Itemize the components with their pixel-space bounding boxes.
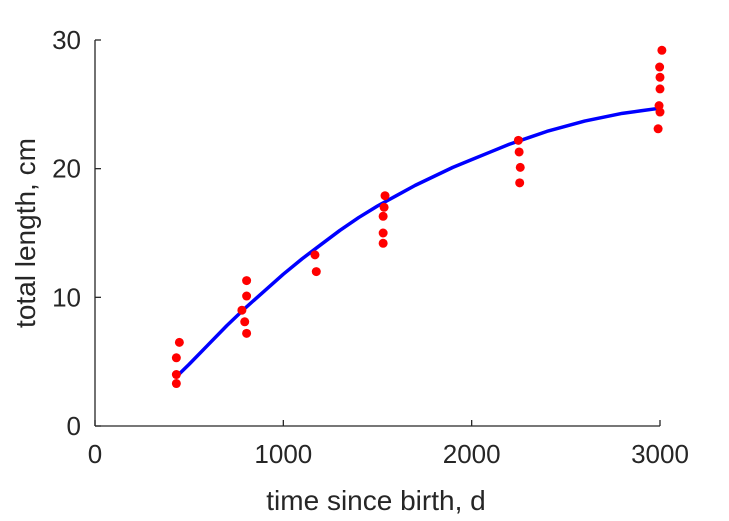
x-tick-label: 1000 bbox=[254, 439, 312, 469]
data-point bbox=[311, 267, 321, 277]
data-point bbox=[514, 147, 524, 157]
data-point bbox=[378, 238, 388, 248]
data-point bbox=[379, 202, 389, 212]
data-point bbox=[242, 291, 252, 301]
y-tick-label: 20 bbox=[52, 154, 81, 184]
data-point bbox=[655, 72, 665, 82]
data-point bbox=[655, 84, 665, 94]
data-point bbox=[653, 124, 663, 134]
data-point bbox=[515, 178, 525, 188]
data-point bbox=[171, 370, 181, 380]
x-axis-label: time since birth, d bbox=[266, 485, 485, 516]
data-point bbox=[378, 228, 388, 238]
x-tick-label: 3000 bbox=[631, 439, 689, 469]
data-point bbox=[380, 191, 390, 201]
plot-area bbox=[171, 45, 667, 389]
data-point bbox=[515, 162, 525, 172]
data-point bbox=[242, 328, 252, 338]
data-point bbox=[171, 379, 181, 389]
data-point bbox=[657, 45, 667, 55]
x-tick-label: 0 bbox=[88, 439, 102, 469]
y-axis-label: total length, cm bbox=[10, 138, 41, 328]
y-tick-label: 10 bbox=[52, 282, 81, 312]
x-tick-label: 2000 bbox=[443, 439, 501, 469]
data-point bbox=[513, 135, 523, 145]
data-point bbox=[655, 107, 665, 117]
data-point bbox=[655, 62, 665, 72]
data-point bbox=[171, 353, 181, 363]
data-point bbox=[242, 276, 252, 286]
y-tick-label: 0 bbox=[67, 411, 81, 441]
y-tick-label: 30 bbox=[52, 25, 81, 55]
data-point bbox=[310, 250, 320, 260]
fit-curve bbox=[174, 106, 661, 379]
axes: 0 1000 2000 3000 0 10 20 30 bbox=[52, 25, 689, 469]
data-point bbox=[174, 337, 184, 347]
data-point bbox=[237, 305, 247, 315]
data-point bbox=[378, 211, 388, 221]
data-point bbox=[240, 317, 250, 327]
